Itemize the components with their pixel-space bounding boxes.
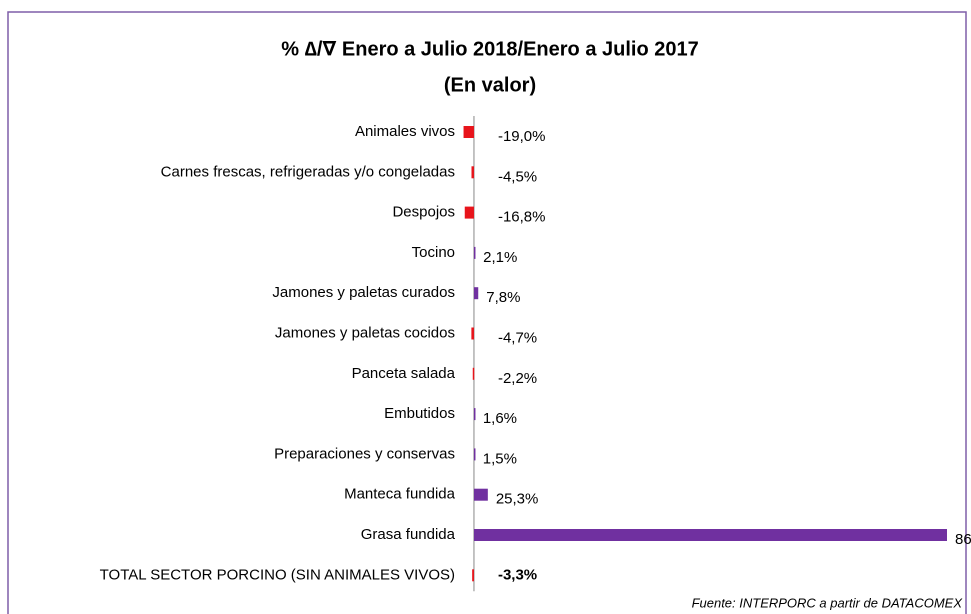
chart-subtitle: (En valor) <box>444 74 536 96</box>
bar <box>473 287 479 300</box>
value-label: 25,3% <box>496 491 539 508</box>
bar <box>471 166 474 179</box>
bar <box>464 206 474 219</box>
value-label: 2,1% <box>483 249 517 266</box>
category-label: Jamones y paletas cocidos <box>275 324 455 341</box>
value-label: 7,8% <box>486 289 520 306</box>
chart-border <box>7 11 967 614</box>
category-label: Jamones y paletas curados <box>272 284 455 301</box>
bar <box>472 569 474 582</box>
value-label: -4,5% <box>498 168 537 185</box>
category-label: Manteca fundida <box>344 486 456 503</box>
bar <box>463 126 474 138</box>
value-label: 1,6% <box>483 410 517 427</box>
value-label: -4,7% <box>498 329 537 346</box>
category-label: Embutidos <box>384 405 455 422</box>
bar <box>473 448 476 461</box>
category-label: Grasa fundida <box>361 526 456 543</box>
bar <box>473 246 476 259</box>
category-label: Panceta salada <box>352 365 456 382</box>
chart-title: % ∆/∇ Enero a Julio 2018/Enero a Julio 2… <box>281 38 698 60</box>
bar <box>472 367 475 380</box>
category-label: Carnes frescas, refrigeradas y/o congela… <box>161 163 455 180</box>
category-label: Preparaciones y conservas <box>274 445 455 462</box>
value-label: 863,0% <box>955 531 971 548</box>
bar <box>473 529 947 541</box>
category-label: TOTAL SECTOR PORCINO (SIN ANIMALES VIVOS… <box>100 566 455 583</box>
bar <box>473 408 476 421</box>
source-note: Fuente: INTERPORC a partir de DATACOMEX <box>692 595 964 610</box>
value-label: -19,0% <box>498 128 546 145</box>
bar <box>471 327 474 340</box>
category-label: Tocino <box>412 244 455 261</box>
value-label: 1,5% <box>483 450 517 467</box>
value-label: -2,2% <box>498 370 537 387</box>
bar <box>473 488 488 501</box>
value-label: -16,8% <box>498 209 546 226</box>
value-label: -3,3% <box>498 566 537 583</box>
category-label: Despojos <box>392 204 455 221</box>
category-label: Animales vivos <box>355 123 455 140</box>
